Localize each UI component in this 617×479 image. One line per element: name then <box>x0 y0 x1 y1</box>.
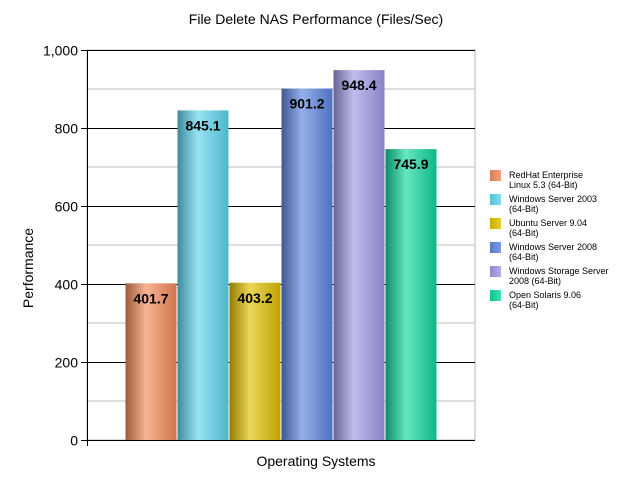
y-axis-title: Performance <box>20 228 36 308</box>
bar <box>385 149 437 440</box>
legend-swatch <box>490 194 501 205</box>
legend-label: RedHat Enterprise Linux 5.3 (64-Bit) <box>509 170 583 190</box>
legend-label: Ubuntu Server 9.04 (64-Bit) <box>509 218 587 238</box>
y-tick-label: 400 <box>55 277 79 293</box>
bar <box>125 283 177 440</box>
bar-value-label: 403.2 <box>237 290 272 306</box>
legend-swatch <box>490 170 501 181</box>
bar-value-label: 901.2 <box>289 96 324 112</box>
bar <box>229 282 281 440</box>
y-tick-label: 0 <box>70 433 78 449</box>
bar <box>281 88 333 441</box>
y-tick-label: 600 <box>55 199 79 215</box>
bar-value-label: 401.7 <box>133 290 168 306</box>
bar-value-label: 845.1 <box>185 117 220 133</box>
x-axis-title: Operating Systems <box>256 453 375 469</box>
y-tick-label: 1,000 <box>43 43 78 59</box>
legend-label: Windows Server 2008 (64-Bit) <box>509 242 597 262</box>
chart-title: File Delete NAS Performance (Files/Sec) <box>189 11 443 27</box>
legend-label: Open Solaris 9.06 (64-Bit) <box>509 290 581 310</box>
bar <box>177 110 229 440</box>
legend-label: Windows Storage Server 2008 (64-Bit) <box>509 266 609 286</box>
y-tick-label: 200 <box>55 355 79 371</box>
legend-swatch <box>490 242 501 253</box>
y-tick-label: 800 <box>55 121 79 137</box>
bar-value-label: 745.9 <box>393 156 428 172</box>
legend-swatch <box>490 218 501 229</box>
bar <box>333 70 385 441</box>
bar-value-label: 948.4 <box>341 77 376 93</box>
legend-swatch <box>490 290 501 301</box>
legend: RedHat Enterprise Linux 5.3 (64-Bit) Windo… <box>490 170 609 310</box>
plot-area: 0 200 400 600 800 1,000 401.7 845.1 403.2 901.2 94… <box>43 43 476 449</box>
legend-label: Windows Server 2003 (64-Bit) <box>509 194 597 214</box>
legend-swatch <box>490 266 501 277</box>
